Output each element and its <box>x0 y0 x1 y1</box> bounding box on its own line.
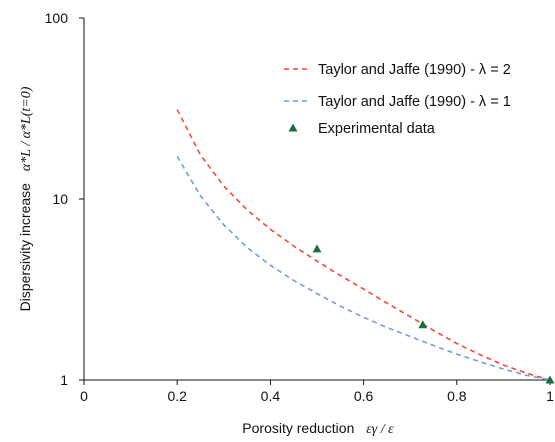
legend-label-experimental: Experimental data <box>318 121 436 137</box>
series-layer <box>176 109 555 384</box>
data-point-triangle <box>545 375 555 384</box>
series-line-1 <box>176 155 551 381</box>
x-tick-label: 0.4 <box>261 388 281 404</box>
x-tick-label: 0.8 <box>447 388 467 404</box>
legend-label-lambda-2: Taylor and Jaffe (1990) - λ = 2 <box>318 62 511 78</box>
y-tick-label: 10 <box>52 191 68 207</box>
y-tick-label: 1 <box>60 372 68 388</box>
y-axis-title: Dispersivity increase α*L / α*L(t=0) <box>17 86 34 311</box>
x-tick-label: 0.2 <box>167 388 187 404</box>
y-axis-title-math: α*L / α*L(t=0) <box>19 86 34 171</box>
x-tick-label: 0.6 <box>354 388 374 404</box>
x-axis-title: Porosity reduction εγ / ε <box>242 420 394 437</box>
y-tick-label: 100 <box>45 10 69 26</box>
data-point-triangle <box>312 244 322 253</box>
legend-triangle-marker <box>288 123 298 132</box>
series-line-0 <box>176 109 551 381</box>
ticks: 0 0.2 0.4 0.6 0.8 1 1 10 100 <box>45 10 554 404</box>
data-point-triangle <box>418 320 428 329</box>
x-tick-label: 1 <box>546 388 554 404</box>
x-axis-title-math: εγ / ε <box>366 422 394 437</box>
x-axis-title-main: Porosity reduction <box>242 420 354 436</box>
legend-label-lambda-1: Taylor and Jaffe (1990) - λ = 1 <box>318 94 511 110</box>
x-tick-label: 0 <box>80 388 88 404</box>
legend: Taylor and Jaffe (1990) - λ = 2 Taylor a… <box>284 62 511 137</box>
y-axis-title-main: Dispersivity increase <box>17 183 33 312</box>
